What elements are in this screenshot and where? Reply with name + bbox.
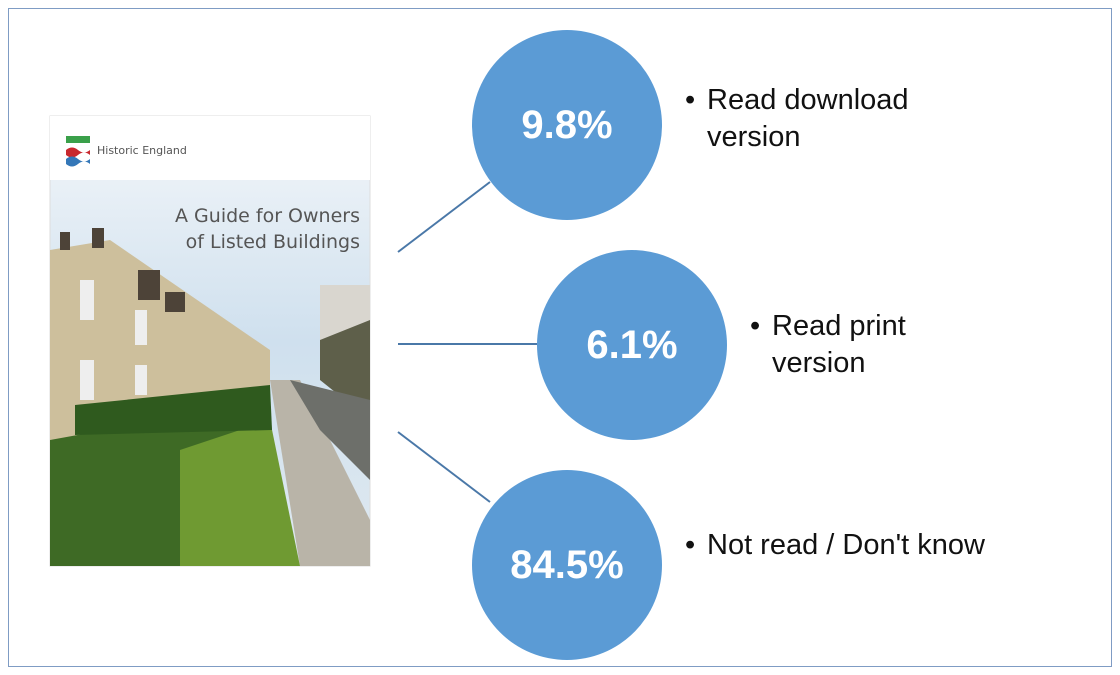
book-cover: Historic England A Guide for Owners of L… [50, 116, 370, 566]
item-label: Read download version [685, 82, 967, 156]
percent-circle: 84.5% [472, 470, 662, 660]
percent-circle: 6.1% [537, 250, 727, 440]
publisher: Historic England [97, 144, 187, 157]
item-label: Read print version [750, 308, 972, 382]
connector [398, 432, 490, 502]
cover-title: A Guide for Owners [175, 205, 360, 227]
cover-title: of Listed Buildings [186, 231, 360, 253]
connector [398, 182, 490, 252]
page: Historic England A Guide for Owners of L… [0, 0, 1120, 675]
percent-circle: 9.8% [472, 30, 662, 220]
connectors [398, 182, 537, 502]
item-label: Not read / Don't know [685, 527, 1007, 564]
